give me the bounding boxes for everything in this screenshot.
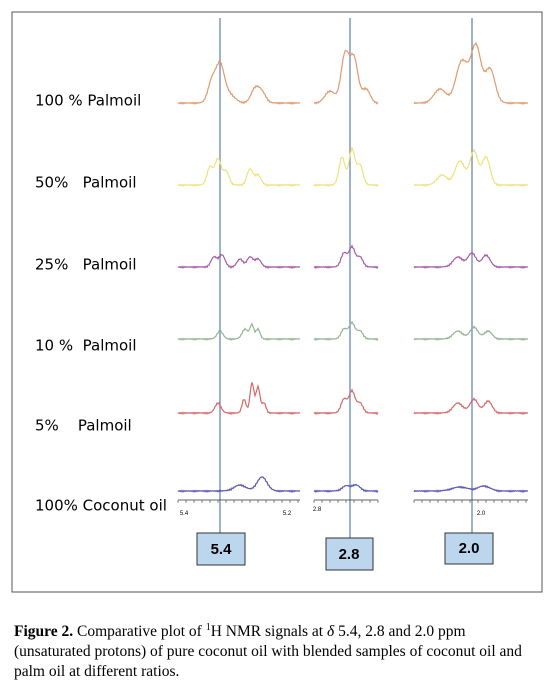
spectrum-trace	[413, 397, 529, 416]
spectrum-trace	[177, 60, 301, 106]
caption-text: Comparative plot of	[73, 623, 206, 641]
spectrum-trace	[177, 476, 301, 494]
spectrum-trace	[177, 382, 301, 416]
peak-label: 2.0	[459, 540, 480, 557]
peak-box	[444, 532, 494, 565]
spectrum-trace	[413, 484, 529, 494]
spectra	[177, 18, 529, 538]
spectrum-trace	[313, 49, 379, 105]
spectrum-trace	[413, 325, 529, 342]
row-label: 50% Palmoil	[35, 174, 137, 192]
row-label: 25% Palmoil	[35, 256, 137, 274]
row-label: 100 % Palmoil	[35, 92, 141, 110]
spectrum-trace	[177, 157, 301, 188]
caption-label: Figure 2.	[14, 623, 74, 641]
peak-box	[196, 532, 246, 566]
axis-label: 2.8	[313, 507, 322, 513]
row-label: 10 % Palmoil	[35, 337, 137, 355]
axis-label: 2.0	[477, 511, 486, 517]
peak-label: 2.8	[339, 546, 360, 563]
spectrum-trace	[413, 251, 529, 270]
peak-box	[325, 537, 374, 571]
spectrum-trace	[313, 244, 379, 270]
caption-sup: 1	[205, 622, 211, 633]
spectrum-trace	[177, 253, 301, 270]
spectrum-trace	[413, 41, 529, 106]
row-label: 100% Coconut oil	[35, 497, 167, 515]
peak-label: 5.4	[211, 541, 233, 558]
spectrum-trace	[177, 322, 301, 342]
spectrum-trace	[313, 388, 379, 416]
figure-border	[11, 11, 543, 593]
row-label: 5% Palmoil	[35, 417, 132, 435]
caption-text: H NMR signals at	[210, 623, 327, 641]
caption-text: 5.4, 2.8 and 2.0 ppm (unsaturated proton…	[14, 623, 522, 681]
caption-symbol: δ	[326, 623, 335, 641]
spectrum-trace	[313, 483, 379, 494]
figure: 100 % Palmoil 50% Palmoil 25% Palmoil 10…	[11, 11, 543, 593]
spectrum-trace	[413, 148, 529, 188]
axis-label: 5.4	[180, 511, 189, 517]
axis-label: 5.2	[283, 511, 292, 517]
spectrum-trace	[313, 145, 379, 188]
caption: Figure 2. Comparative plot of 1H NMR sig…	[14, 618, 534, 682]
spectrum-trace	[313, 320, 379, 342]
